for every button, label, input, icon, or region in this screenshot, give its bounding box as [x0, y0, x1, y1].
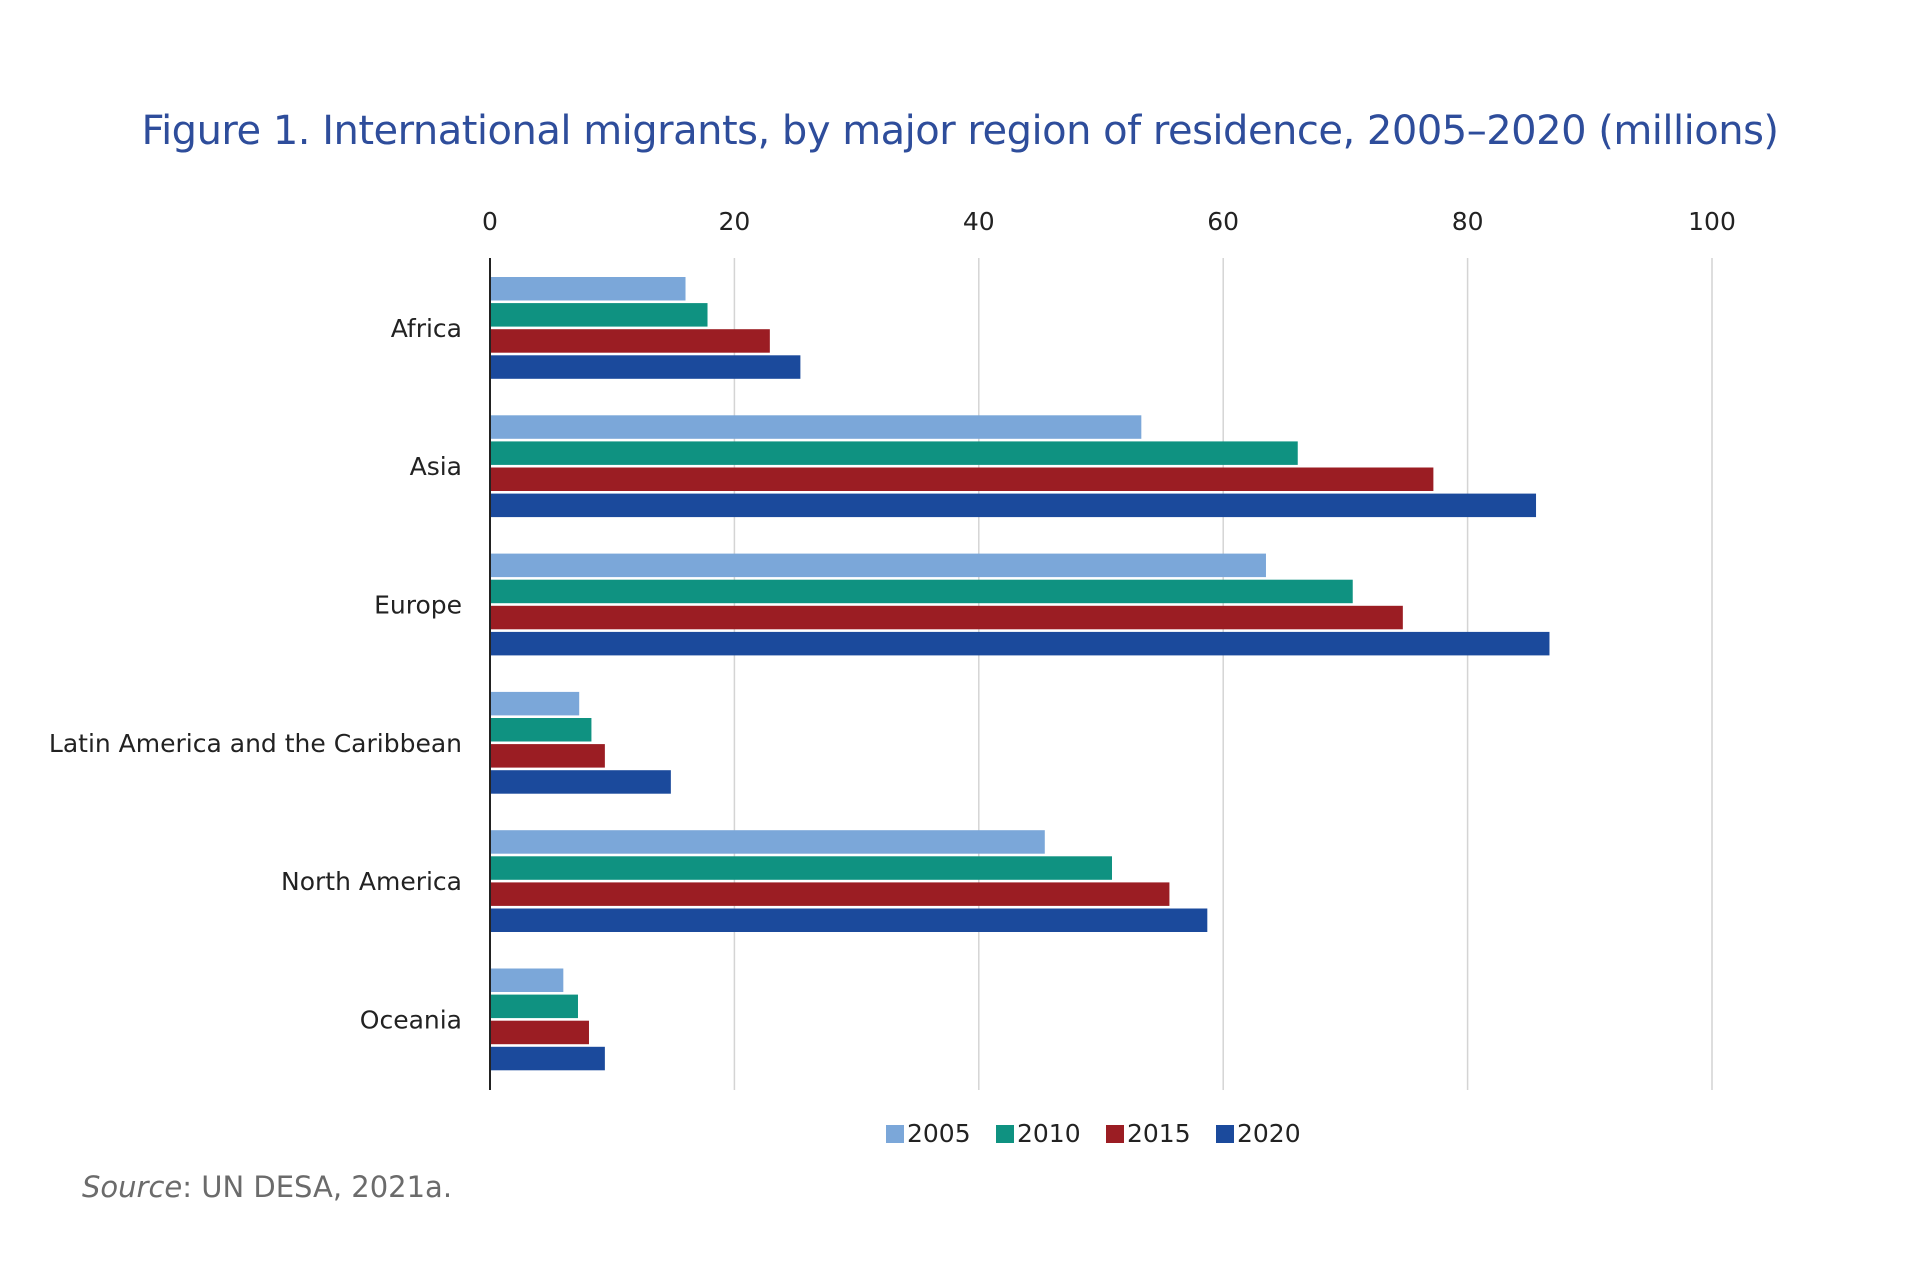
- legend-swatch: [1216, 1125, 1234, 1143]
- legend-label: 2005: [907, 1119, 971, 1148]
- bar-2010: [491, 718, 592, 742]
- x-tick-label: 0: [482, 207, 498, 236]
- category-label: North America: [281, 867, 462, 896]
- legend-label: 2020: [1237, 1119, 1301, 1148]
- bar-2020: [491, 770, 671, 794]
- x-tick-label: 60: [1207, 207, 1239, 236]
- chart-title: Figure 1. International migrants, by maj…: [141, 108, 1779, 154]
- category-label: Africa: [391, 314, 462, 343]
- bar-2010: [491, 579, 1353, 604]
- source-text: : UN DESA, 2021a.: [182, 1170, 453, 1204]
- legend-label: 2010: [1017, 1119, 1081, 1148]
- y-axis-labels: Africa Asia Europe Latin America and the Ca…: [49, 314, 462, 1035]
- bar-2005: [491, 830, 1045, 854]
- bar-2015: [491, 329, 770, 353]
- bar-2015: [491, 605, 1403, 630]
- gridlines: [733, 258, 1713, 1090]
- bar-2010: [491, 856, 1112, 880]
- bar-2005: [491, 415, 1142, 439]
- bar-2010: [491, 303, 708, 327]
- x-tick-label: 40: [963, 207, 995, 236]
- legend-swatch: [996, 1125, 1014, 1143]
- legend-swatch: [886, 1125, 904, 1143]
- category-label: Latin America and the Caribbean: [49, 729, 462, 758]
- category-label: Asia: [410, 452, 462, 481]
- x-tick-label: 20: [718, 207, 750, 236]
- x-axis-ticks: 0 20 40 60 80 100: [482, 207, 1736, 236]
- legend: 2005 2010 2015 2020: [886, 1119, 1301, 1148]
- bar-2010: [491, 994, 578, 1019]
- legend-swatch: [1106, 1125, 1124, 1143]
- bar-2015: [491, 744, 605, 768]
- source-label: Source: [82, 1170, 183, 1204]
- bar-2005: [491, 553, 1266, 578]
- bar-2015: [491, 882, 1170, 906]
- bar-2020: [491, 493, 1537, 518]
- source-note: Source: UN DESA, 2021a.: [82, 1170, 452, 1204]
- bar-2015: [491, 1020, 589, 1045]
- bar-2015: [491, 467, 1434, 491]
- x-tick-label: 80: [1452, 207, 1484, 236]
- bar-2010: [491, 441, 1298, 465]
- bar-2020: [491, 1046, 605, 1071]
- bar-2020: [491, 355, 801, 379]
- bar-2020: [491, 631, 1550, 656]
- category-label: Oceania: [360, 1005, 462, 1034]
- bar-2005: [491, 968, 564, 992]
- legend-label: 2015: [1127, 1119, 1191, 1148]
- bar-2020: [491, 908, 1208, 932]
- bar-2005: [491, 691, 580, 716]
- x-tick-label: 100: [1688, 207, 1736, 236]
- bar-2005: [491, 277, 686, 301]
- category-label: Europe: [374, 591, 462, 620]
- bars: [491, 277, 1550, 1071]
